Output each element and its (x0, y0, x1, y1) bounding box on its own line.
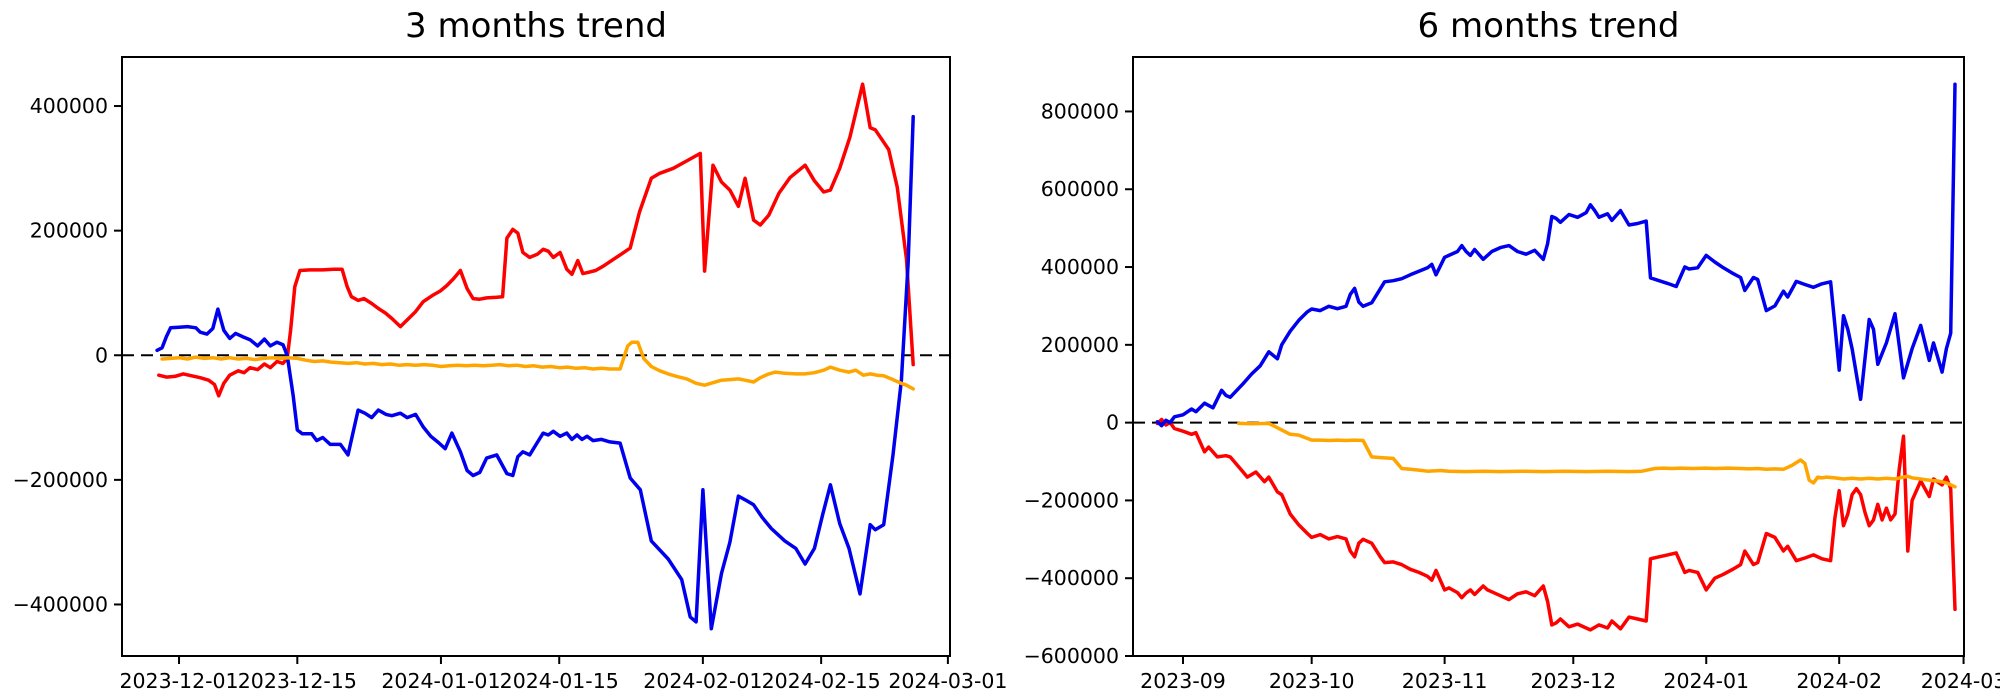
chart-title-6-months: 6 months trend (1417, 6, 1680, 46)
y-tick-label: −200000 (13, 468, 108, 492)
y-tick-label: 0 (1106, 411, 1119, 435)
chart-title-3-months: 3 months trend (405, 6, 667, 46)
plot-border (121, 56, 951, 657)
x-tick-label: 2024-02-15 (762, 669, 881, 693)
y-tick-label: 600000 (1041, 177, 1119, 201)
x-tick-label: 2024-03 (1921, 669, 2000, 693)
line-orange (1237, 421, 1957, 489)
line-blue (155, 114, 915, 631)
x-tick-label: 2024-02-01 (643, 669, 762, 693)
chart-6-months-trend: 2023-09 2023-10 2023-11 2023-12 2024-01 2024-… (1024, 56, 2000, 693)
line-blue (1155, 82, 1957, 428)
y-tick-label: 400000 (30, 94, 108, 118)
x-tick-label: 2024-01-15 (500, 669, 619, 693)
line-orange (160, 340, 915, 391)
x-tick-label: 2024-03-01 (888, 669, 1007, 693)
y-tick-label: 800000 (1041, 99, 1119, 123)
y-tick-label: −400000 (13, 592, 108, 616)
y-tick-label: 200000 (1041, 333, 1119, 357)
y-tick-label: −200000 (1024, 488, 1119, 512)
x-tick-label: 2023-11 (1402, 669, 1488, 693)
line-red (1155, 417, 1957, 632)
line-red (157, 82, 915, 398)
x-tick-label: 2023-12-15 (238, 669, 357, 693)
x-tick-label: 2024-02 (1796, 669, 1882, 693)
x-tick-label: 2024-01 (1663, 669, 1749, 693)
y-tick-label: 0 (95, 343, 108, 367)
x-tick-label: 2023-12 (1530, 669, 1616, 693)
y-tick-label: 200000 (30, 219, 108, 243)
y-tick-label: −400000 (1024, 566, 1119, 590)
plot-border (1132, 56, 1965, 657)
y-tick-label: 400000 (1041, 255, 1119, 279)
y-tick-label: −600000 (1024, 644, 1119, 668)
x-tick-label: 2023-09 (1140, 669, 1226, 693)
x-tick-label: 2023-12-01 (119, 669, 238, 693)
x-tick-label: 2024-01-01 (381, 669, 500, 693)
x-tick-label: 2023-10 (1269, 669, 1355, 693)
chart-3-months-trend: 2023-12-01 2023-12-15 2024-01-01 2024-01-15… (13, 56, 1007, 693)
